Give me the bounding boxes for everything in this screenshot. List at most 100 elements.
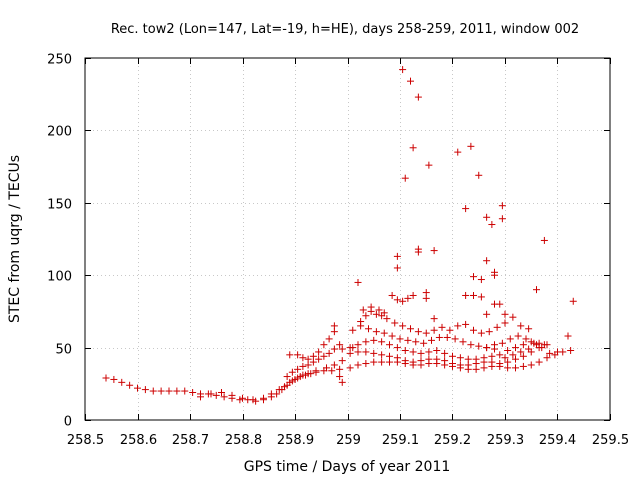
data-point: [386, 341, 393, 349]
data-point: [509, 351, 517, 359]
data-point: [409, 291, 417, 299]
data-point: [483, 257, 491, 265]
data-point: [378, 338, 386, 346]
y-tick-label: 150: [47, 198, 72, 213]
data-point: [309, 352, 317, 360]
data-point: [149, 387, 157, 395]
data-point: [409, 348, 417, 356]
data-point: [496, 360, 504, 368]
data-point: [428, 336, 435, 344]
data-point: [443, 333, 451, 341]
data-point: [488, 221, 496, 229]
data-point: [338, 357, 346, 365]
data-point: [299, 354, 307, 362]
data-point: [501, 354, 509, 362]
data-point: [383, 315, 391, 323]
data-point: [336, 365, 344, 373]
data-point: [462, 320, 470, 328]
data-point: [480, 354, 488, 362]
grid-lines: [85, 58, 610, 420]
data-point: [498, 215, 506, 223]
data-point: [456, 354, 464, 362]
data-point: [475, 342, 483, 350]
data-point: [488, 352, 496, 360]
data-point: [527, 361, 535, 369]
data-point: [509, 313, 517, 321]
data-point: [157, 387, 165, 395]
data-point: [477, 329, 485, 337]
data-point: [462, 205, 470, 213]
data-point: [517, 322, 525, 330]
data-point: [409, 358, 417, 366]
data-point: [512, 344, 519, 352]
data-point: [296, 373, 304, 381]
data-point: [302, 371, 309, 379]
data-point: [375, 306, 383, 314]
data-point: [304, 355, 312, 363]
data-point: [260, 394, 267, 402]
data-point: [370, 349, 378, 357]
data-point: [362, 360, 370, 368]
data-point: [388, 291, 396, 299]
x-tick-label: 258.6: [120, 433, 157, 448]
data-point: [533, 341, 540, 349]
data-point: [393, 354, 401, 362]
data-points: [102, 66, 577, 405]
data-point: [401, 346, 409, 354]
data-point: [543, 354, 551, 362]
data-point: [399, 66, 407, 74]
data-point: [393, 252, 401, 260]
data-point: [407, 77, 414, 85]
data-point: [525, 325, 533, 333]
data-point: [249, 396, 257, 404]
data-point: [477, 276, 485, 284]
data-point: [519, 341, 527, 349]
data-point: [540, 341, 548, 349]
data-point: [320, 352, 328, 360]
data-point: [399, 297, 407, 305]
data-point: [323, 364, 330, 372]
data-point: [126, 381, 134, 389]
data-point: [291, 375, 299, 383]
y-tick-labels: 0 50 100 150 200 250: [47, 53, 72, 430]
data-point: [449, 352, 456, 360]
data-point: [307, 370, 315, 378]
data-point: [512, 355, 519, 363]
data-point: [422, 329, 430, 337]
data-point: [349, 326, 357, 334]
data-point: [362, 312, 370, 320]
data-point: [118, 378, 126, 386]
data-point: [380, 309, 388, 317]
data-point: [506, 335, 514, 343]
data-point: [346, 364, 354, 372]
data-point: [446, 326, 454, 334]
data-point: [207, 390, 215, 398]
data-point: [357, 318, 365, 326]
data-point: [564, 332, 572, 340]
data-point: [433, 355, 441, 363]
data-point: [372, 310, 380, 318]
data-point: [315, 348, 323, 356]
data-point: [239, 394, 246, 402]
data-point: [393, 264, 401, 272]
data-point: [512, 364, 519, 372]
data-point: [470, 273, 477, 281]
data-point: [330, 322, 338, 330]
data-point: [449, 360, 456, 368]
data-point: [433, 346, 441, 354]
data-point: [386, 352, 393, 360]
data-point: [483, 310, 491, 318]
data-point: [493, 323, 501, 331]
data-point: [354, 341, 362, 349]
data-point: [430, 247, 438, 255]
data-point: [409, 144, 417, 152]
x-tick-label: 258.5: [67, 433, 104, 448]
data-point: [567, 346, 575, 354]
data-point: [470, 326, 477, 334]
data-point: [299, 362, 307, 370]
chart-title: Rec. tow2 (Lon=147, Lat=-19, h=HE), days…: [111, 22, 579, 37]
data-point: [517, 348, 525, 356]
data-point: [197, 393, 204, 401]
data-point: [281, 383, 288, 391]
